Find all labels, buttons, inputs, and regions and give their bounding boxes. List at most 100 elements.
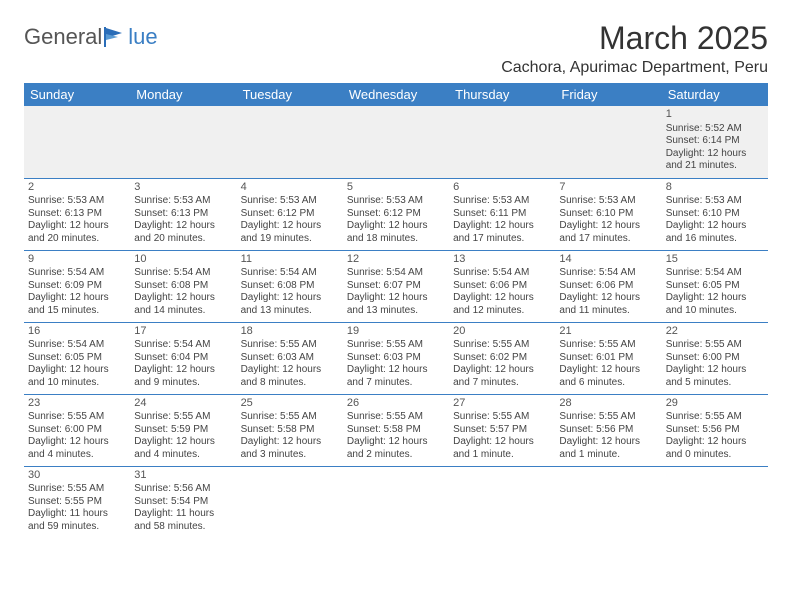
sunrise-text: Sunrise: 5:55 AM bbox=[241, 411, 339, 424]
sunset-text: Sunset: 5:55 PM bbox=[28, 496, 126, 509]
sunrise-text: Sunrise: 5:53 AM bbox=[666, 195, 764, 208]
day-number: 27 bbox=[453, 397, 551, 411]
day-number: 19 bbox=[347, 325, 445, 339]
location-text: Cachora, Apurimac Department, Peru bbox=[501, 59, 768, 77]
day-number: 15 bbox=[666, 253, 764, 267]
calendar-cell: 16Sunrise: 5:54 AMSunset: 6:05 PMDayligh… bbox=[24, 322, 130, 394]
calendar-row: 9Sunrise: 5:54 AMSunset: 6:09 PMDaylight… bbox=[24, 250, 768, 322]
daylight-text: Daylight: 12 hours and 20 minutes. bbox=[134, 220, 232, 245]
calendar-cell: 2Sunrise: 5:53 AMSunset: 6:13 PMDaylight… bbox=[24, 178, 130, 250]
calendar-cell: 8Sunrise: 5:53 AMSunset: 6:10 PMDaylight… bbox=[662, 178, 768, 250]
daylight-text: Daylight: 12 hours and 0 minutes. bbox=[666, 436, 764, 461]
sunrise-text: Sunrise: 5:55 AM bbox=[241, 339, 339, 352]
daylight-text: Daylight: 12 hours and 10 minutes. bbox=[666, 292, 764, 317]
calendar-cell: 1Sunrise: 5:52 AMSunset: 6:14 PMDaylight… bbox=[662, 106, 768, 178]
day-number: 4 bbox=[241, 181, 339, 195]
calendar-cell: 19Sunrise: 5:55 AMSunset: 6:03 PMDayligh… bbox=[343, 322, 449, 394]
daylight-text: Daylight: 12 hours and 1 minute. bbox=[453, 436, 551, 461]
calendar-cell: 12Sunrise: 5:54 AMSunset: 6:07 PMDayligh… bbox=[343, 250, 449, 322]
sunset-text: Sunset: 6:06 PM bbox=[453, 280, 551, 293]
calendar-cell: 10Sunrise: 5:54 AMSunset: 6:08 PMDayligh… bbox=[130, 250, 236, 322]
sunrise-text: Sunrise: 5:53 AM bbox=[241, 195, 339, 208]
calendar-cell: 31Sunrise: 5:56 AMSunset: 5:54 PMDayligh… bbox=[130, 466, 236, 538]
calendar-cell: 27Sunrise: 5:55 AMSunset: 5:57 PMDayligh… bbox=[449, 394, 555, 466]
day-number: 8 bbox=[666, 181, 764, 195]
sunrise-text: Sunrise: 5:54 AM bbox=[134, 339, 232, 352]
sunset-text: Sunset: 6:01 PM bbox=[559, 352, 657, 365]
sunset-text: Sunset: 5:54 PM bbox=[134, 496, 232, 509]
sunset-text: Sunset: 6:10 PM bbox=[666, 208, 764, 221]
calendar-row: 23Sunrise: 5:55 AMSunset: 6:00 PMDayligh… bbox=[24, 394, 768, 466]
sunset-text: Sunset: 6:09 PM bbox=[28, 280, 126, 293]
weekday-header: Saturday bbox=[662, 83, 768, 106]
day-number: 1 bbox=[666, 108, 764, 122]
daylight-text: Daylight: 12 hours and 4 minutes. bbox=[134, 436, 232, 461]
calendar-cell bbox=[555, 106, 661, 178]
calendar-cell: 9Sunrise: 5:54 AMSunset: 6:09 PMDaylight… bbox=[24, 250, 130, 322]
calendar-cell: 25Sunrise: 5:55 AMSunset: 5:58 PMDayligh… bbox=[237, 394, 343, 466]
sunset-text: Sunset: 5:58 PM bbox=[347, 424, 445, 437]
daylight-text: Daylight: 12 hours and 13 minutes. bbox=[241, 292, 339, 317]
weekday-header: Friday bbox=[555, 83, 661, 106]
sunrise-text: Sunrise: 5:55 AM bbox=[28, 483, 126, 496]
daylight-text: Daylight: 12 hours and 4 minutes. bbox=[28, 436, 126, 461]
sunrise-text: Sunrise: 5:56 AM bbox=[134, 483, 232, 496]
day-number: 17 bbox=[134, 325, 232, 339]
sunrise-text: Sunrise: 5:54 AM bbox=[559, 267, 657, 280]
calendar-cell: 15Sunrise: 5:54 AMSunset: 6:05 PMDayligh… bbox=[662, 250, 768, 322]
sunrise-text: Sunrise: 5:54 AM bbox=[241, 267, 339, 280]
daylight-text: Daylight: 12 hours and 15 minutes. bbox=[28, 292, 126, 317]
calendar-row: 2Sunrise: 5:53 AMSunset: 6:13 PMDaylight… bbox=[24, 178, 768, 250]
daylight-text: Daylight: 12 hours and 17 minutes. bbox=[559, 220, 657, 245]
sunset-text: Sunset: 5:56 PM bbox=[559, 424, 657, 437]
day-number: 6 bbox=[453, 181, 551, 195]
daylight-text: Daylight: 12 hours and 10 minutes. bbox=[28, 364, 126, 389]
sunrise-text: Sunrise: 5:55 AM bbox=[666, 339, 764, 352]
sunset-text: Sunset: 6:06 PM bbox=[559, 280, 657, 293]
sunrise-text: Sunrise: 5:53 AM bbox=[559, 195, 657, 208]
day-number: 24 bbox=[134, 397, 232, 411]
sunrise-text: Sunrise: 5:55 AM bbox=[28, 411, 126, 424]
calendar-cell: 28Sunrise: 5:55 AMSunset: 5:56 PMDayligh… bbox=[555, 394, 661, 466]
sunrise-text: Sunrise: 5:55 AM bbox=[559, 339, 657, 352]
day-number: 3 bbox=[134, 181, 232, 195]
calendar-cell: 5Sunrise: 5:53 AMSunset: 6:12 PMDaylight… bbox=[343, 178, 449, 250]
calendar-cell bbox=[24, 106, 130, 178]
daylight-text: Daylight: 12 hours and 20 minutes. bbox=[28, 220, 126, 245]
sunset-text: Sunset: 6:08 PM bbox=[241, 280, 339, 293]
sunrise-text: Sunrise: 5:53 AM bbox=[347, 195, 445, 208]
calendar-cell bbox=[343, 466, 449, 538]
sunrise-text: Sunrise: 5:53 AM bbox=[134, 195, 232, 208]
calendar-cell bbox=[237, 466, 343, 538]
sunset-text: Sunset: 6:03 PM bbox=[347, 352, 445, 365]
sunset-text: Sunset: 5:59 PM bbox=[134, 424, 232, 437]
calendar-cell: 18Sunrise: 5:55 AMSunset: 6:03 AMDayligh… bbox=[237, 322, 343, 394]
day-number: 28 bbox=[559, 397, 657, 411]
daylight-text: Daylight: 12 hours and 18 minutes. bbox=[347, 220, 445, 245]
logo-text-general: General bbox=[24, 24, 102, 50]
sunset-text: Sunset: 6:11 PM bbox=[453, 208, 551, 221]
sunrise-text: Sunrise: 5:54 AM bbox=[666, 267, 764, 280]
calendar-cell bbox=[343, 106, 449, 178]
sunrise-text: Sunrise: 5:55 AM bbox=[134, 411, 232, 424]
sunset-text: Sunset: 5:57 PM bbox=[453, 424, 551, 437]
calendar-cell: 4Sunrise: 5:53 AMSunset: 6:12 PMDaylight… bbox=[237, 178, 343, 250]
sunrise-text: Sunrise: 5:52 AM bbox=[666, 123, 764, 136]
daylight-text: Daylight: 12 hours and 17 minutes. bbox=[453, 220, 551, 245]
day-number: 23 bbox=[28, 397, 126, 411]
daylight-text: Daylight: 12 hours and 12 minutes. bbox=[453, 292, 551, 317]
sunset-text: Sunset: 6:07 PM bbox=[347, 280, 445, 293]
calendar-cell: 20Sunrise: 5:55 AMSunset: 6:02 PMDayligh… bbox=[449, 322, 555, 394]
calendar-cell: 22Sunrise: 5:55 AMSunset: 6:00 PMDayligh… bbox=[662, 322, 768, 394]
sunrise-text: Sunrise: 5:54 AM bbox=[453, 267, 551, 280]
daylight-text: Daylight: 12 hours and 9 minutes. bbox=[134, 364, 232, 389]
day-number: 18 bbox=[241, 325, 339, 339]
day-number: 26 bbox=[347, 397, 445, 411]
sunset-text: Sunset: 6:05 PM bbox=[28, 352, 126, 365]
weekday-header: Sunday bbox=[24, 83, 130, 106]
calendar-cell: 17Sunrise: 5:54 AMSunset: 6:04 PMDayligh… bbox=[130, 322, 236, 394]
sunrise-text: Sunrise: 5:55 AM bbox=[453, 411, 551, 424]
daylight-text: Daylight: 11 hours and 59 minutes. bbox=[28, 508, 126, 533]
sunset-text: Sunset: 6:00 PM bbox=[666, 352, 764, 365]
calendar-cell: 13Sunrise: 5:54 AMSunset: 6:06 PMDayligh… bbox=[449, 250, 555, 322]
